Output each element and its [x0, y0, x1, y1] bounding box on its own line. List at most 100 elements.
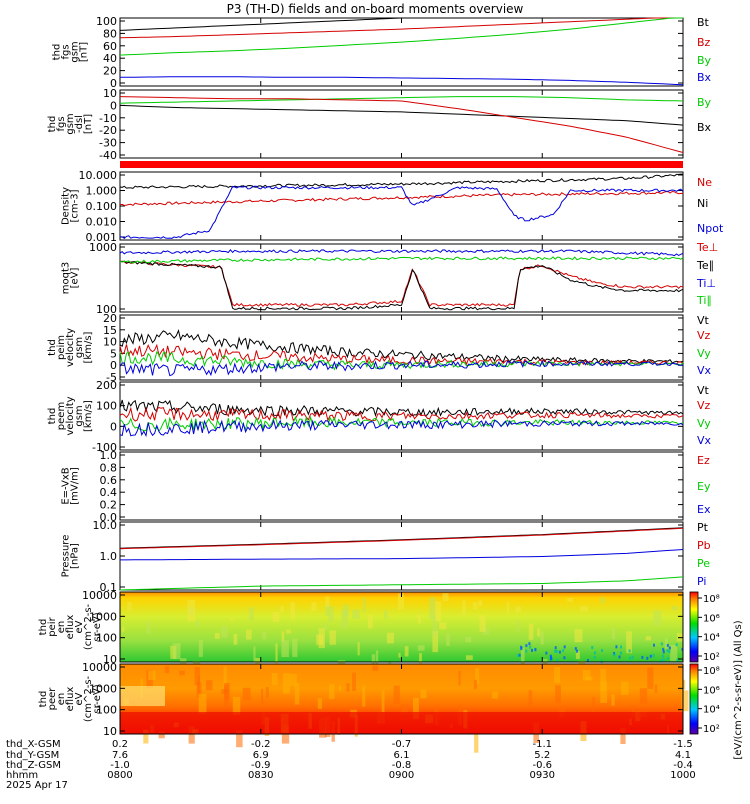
spectrogram-cell [195, 620, 200, 627]
series-line-ni [119, 173, 684, 189]
spectrogram-cell [516, 619, 520, 632]
ytick-label: 0 [110, 77, 117, 90]
panel-frame [119, 451, 684, 521]
spectrogram-cell [148, 670, 156, 680]
spectrogram-cell [478, 600, 483, 607]
colorbar-tick-label: 10⁴ [703, 705, 720, 716]
ephem-value: 0900 [389, 770, 414, 781]
spectrogram-cell [236, 730, 243, 748]
ytick-label: 100 [96, 15, 117, 28]
ylabel-line: peim [56, 335, 67, 360]
spectrogram-cell [567, 597, 573, 602]
spectrogram-cell [325, 596, 330, 607]
colorbar-tick-label: 10⁸ [703, 594, 720, 605]
spectrogram-cell [645, 636, 652, 641]
spectrogram-cell [165, 665, 170, 674]
spectrogram-cell [311, 704, 315, 711]
spectrogram-cell [647, 667, 654, 689]
ylabel-line: thd [38, 619, 49, 636]
ytick-label: 0.4 [100, 486, 118, 499]
spectrogram-cell [639, 688, 648, 704]
ylabel-efield: E=-VxB[mV/m] [61, 467, 81, 505]
series-line-npot [119, 185, 684, 240]
ephem-value: 4.1 [675, 750, 691, 761]
ylabel-line: thd [47, 339, 58, 356]
spectrogram-cell [196, 682, 202, 698]
spectrogram-cell [458, 670, 461, 686]
spectrogram-cell [681, 690, 689, 712]
legend-label: Ez [697, 454, 710, 467]
spectrogram-cell [587, 659, 589, 662]
legend-label: Vy [697, 417, 711, 430]
legend-label: Ti⊥ [696, 277, 716, 290]
series-line-vx [119, 359, 684, 377]
legend-label: Vy [697, 347, 711, 360]
spectrogram-cell [576, 649, 578, 653]
ephem-value: -1.5 [673, 739, 693, 750]
spectrogram-cell [555, 685, 561, 703]
spectrogram-cell [525, 649, 528, 653]
spectrogram-cell [666, 643, 669, 647]
spectrogram-cell [593, 655, 596, 659]
spectrogram-cell [146, 621, 151, 635]
series-line-pi [120, 549, 684, 561]
colorbar-tick-label: 10⁶ [703, 613, 720, 624]
spectrogram-cell [242, 687, 251, 701]
ylabel-line: en [56, 621, 67, 634]
ytick-label: 1000 [89, 610, 117, 623]
panel-frame [119, 381, 684, 451]
spectrogram-cell [518, 653, 521, 657]
ytick-label: 0.1 [100, 581, 118, 594]
series-line-vz [119, 406, 684, 423]
ephem-value: 1000 [670, 770, 695, 781]
ytick-label: 1.000 [86, 185, 118, 198]
spectrogram-cell [282, 673, 290, 694]
series-line-vy [119, 350, 684, 371]
ytick-label: 0 [110, 99, 117, 112]
spectrogram-cell [615, 645, 618, 649]
spectrogram-cell [613, 653, 616, 657]
spectrogram-cell [413, 697, 419, 719]
spectrogram-cell [574, 629, 583, 643]
spectrogram-cell [668, 646, 671, 650]
spectrogram-cell [281, 631, 285, 642]
spectrogram-cell [661, 654, 664, 658]
ephem-value: -1.1 [532, 739, 552, 750]
panel-moments_temp: moqt3[eV] 1000 100 Te⊥ Te∥ Ti⊥ Ti∥ [61, 241, 719, 316]
ylabel-line: E=-VxB [61, 467, 72, 504]
spectrogram-cell [672, 606, 678, 611]
series-line-te [119, 260, 684, 311]
spectrogram-cell [233, 634, 238, 645]
spectrogram-cell [122, 626, 125, 632]
spectrogram-cell [357, 642, 360, 656]
spectrogram-cell [352, 672, 356, 691]
spectrogram-cell [563, 645, 566, 649]
spectrogram-cell [371, 654, 376, 667]
spectrogram-cell [540, 631, 544, 645]
spectrogram-cell [611, 628, 615, 640]
ylabel-line: peer [47, 687, 58, 711]
spectrogram-cell [556, 658, 559, 662]
spectrogram-cell [591, 646, 594, 649]
spectrogram-cell [600, 681, 608, 703]
spectrogram-cell [221, 626, 228, 638]
ylabel-line: (cm^2-s- [83, 603, 94, 650]
spectrogram-cell [400, 704, 409, 715]
legend-label: Bz [697, 36, 711, 49]
ytick-label: 10 [103, 725, 117, 738]
ytick-label: 1.0 [100, 550, 118, 563]
spectrogram-cell [611, 694, 615, 706]
colorbar-tick-label: 10⁶ [703, 685, 720, 696]
spectrogram-cell [550, 657, 553, 661]
spectrogram-cell [600, 669, 606, 691]
spectrogram-cell [621, 681, 629, 695]
ylabel-line: Density [61, 187, 72, 225]
spectrogram-cell [517, 654, 520, 658]
spectrogram-cell [542, 659, 548, 667]
ylabel-line: eflux [65, 615, 76, 640]
ylabel-line: eV [74, 620, 85, 633]
ylabel-line: thd [47, 408, 58, 425]
legend-label: Ne [697, 176, 712, 189]
